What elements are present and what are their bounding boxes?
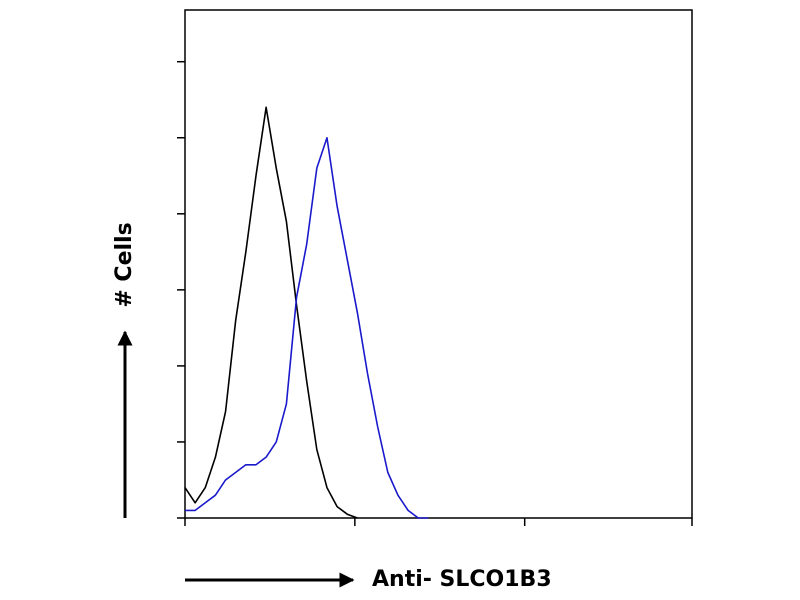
histogram-line xyxy=(184,106,358,519)
x-axis-label: Anti- SLCO1B3 xyxy=(372,567,552,592)
histogram-line xyxy=(185,136,429,519)
plot-frame xyxy=(184,9,693,519)
y-axis-label: # Cells xyxy=(112,222,137,307)
